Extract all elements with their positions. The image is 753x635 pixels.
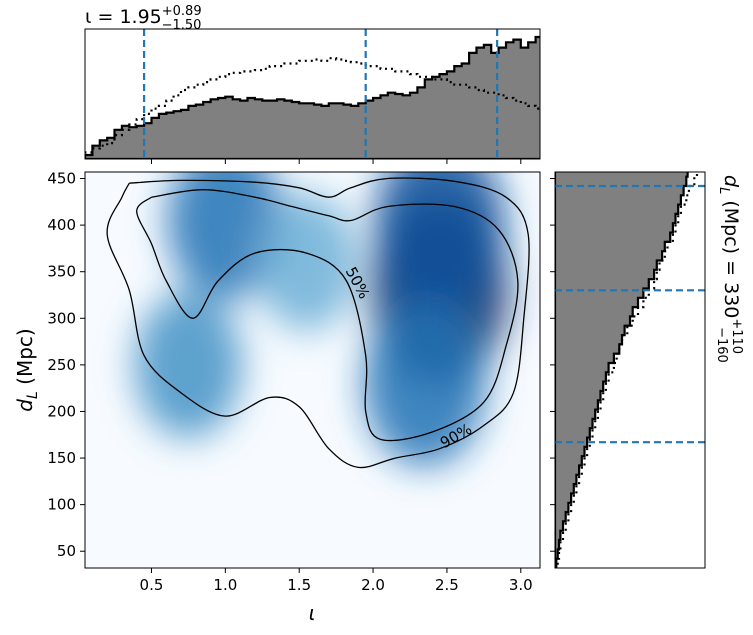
iota-title-plus: +0.89 [162, 4, 202, 19]
density-peak-1 [374, 172, 506, 315]
iota-marginal-histogram: ι = 1.95+0.89 −1.50 [84, 4, 541, 164]
distance-title-minus: −160 [714, 327, 729, 363]
joint-density-panel: 50% 90% 0.5 1.0 1.5 2.0 2.5 3.0 5010015020025… [13, 170, 541, 625]
iota-title: ι = 1.95+0.89 −1.50 [85, 4, 202, 33]
x-tick-label: 1.0 [213, 576, 237, 594]
density-peak-5 [256, 193, 358, 332]
distance-title-value: 330 [720, 282, 742, 318]
distance-marginal-histogram: dL (Mpc) = 330+110−160 [550, 171, 744, 569]
contour-50-percent [136, 189, 519, 442]
y-axis-label: dL (Mpc) [13, 328, 41, 411]
y-tick-label: 350 [47, 263, 76, 281]
iota-title-eq: = [91, 6, 119, 28]
x-tick-label: 3.0 [509, 576, 533, 594]
iota-title-value: 1.95 [119, 6, 161, 28]
x-tick-label: 0.5 [140, 576, 164, 594]
y-tick-label: 50 [57, 542, 76, 560]
density-peak-2 [363, 300, 486, 467]
x-tick-label: 2.5 [435, 576, 459, 594]
density-peak-4 [134, 291, 242, 438]
y-tick-label: 150 [47, 449, 76, 467]
y-tick-label: 100 [47, 496, 76, 514]
y-tick-label: 400 [47, 216, 76, 234]
distance-prior-histogram [555, 172, 699, 568]
x-axis-label: ι [309, 601, 316, 625]
contour-90-percent [106, 177, 530, 469]
joint-panel-frame [84, 171, 541, 569]
y-tick-label: 200 [47, 402, 76, 420]
iota-title-minus: −1.50 [162, 18, 202, 33]
iota-title-symbol: ι [85, 6, 91, 28]
y-tick-label: 450 [47, 170, 76, 188]
x-tick-label: 1.5 [287, 576, 311, 594]
y-tick-label: 300 [47, 309, 76, 327]
y-tick-label: 250 [47, 356, 76, 374]
right-panel-frame [554, 171, 706, 569]
distance-title-plus: +110 [729, 318, 744, 354]
density-peak-3 [167, 172, 284, 300]
distance-title: dL (Mpc) = 330+110−160 [714, 175, 744, 363]
distance-posterior-histogram [555, 172, 689, 568]
top-panel-frame [84, 28, 541, 160]
x-tick-label: 2.0 [361, 576, 385, 594]
iota-posterior-histogram [85, 35, 540, 159]
